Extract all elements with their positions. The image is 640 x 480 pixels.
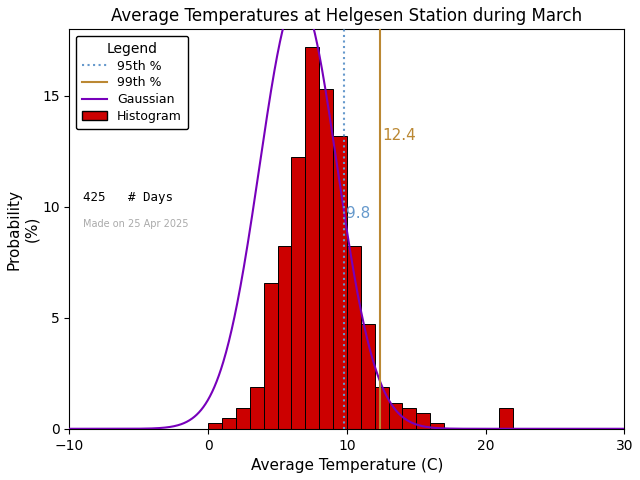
Bar (319, 89, 333, 429)
Bar (388, 403, 403, 429)
Title: Average Temperatures at Helgesen Station during March: Average Temperatures at Helgesen Station… (111, 7, 582, 25)
Bar (361, 324, 374, 429)
Bar (250, 387, 264, 429)
Bar (374, 387, 388, 429)
Bar (347, 246, 361, 429)
Bar (222, 419, 236, 429)
Text: 9.8: 9.8 (346, 206, 371, 221)
Bar (430, 423, 444, 429)
Y-axis label: Probability
(%): Probability (%) (7, 189, 39, 270)
Legend: 95th %, 99th %, Gaussian, Histogram: 95th %, 99th %, Gaussian, Histogram (76, 36, 188, 129)
X-axis label: Average Temperature (C): Average Temperature (C) (251, 458, 443, 473)
Bar (236, 408, 250, 429)
Bar (291, 157, 305, 429)
Bar (403, 408, 416, 429)
Bar (278, 246, 291, 429)
Bar (499, 408, 513, 429)
Bar (416, 413, 430, 429)
Text: 12.4: 12.4 (382, 128, 416, 143)
Text: 425   # Days: 425 # Days (83, 191, 173, 204)
Text: Made on 25 Apr 2025: Made on 25 Apr 2025 (83, 219, 189, 229)
Bar (333, 136, 347, 429)
Bar (264, 283, 278, 429)
Bar (305, 48, 319, 429)
Bar (208, 423, 222, 429)
